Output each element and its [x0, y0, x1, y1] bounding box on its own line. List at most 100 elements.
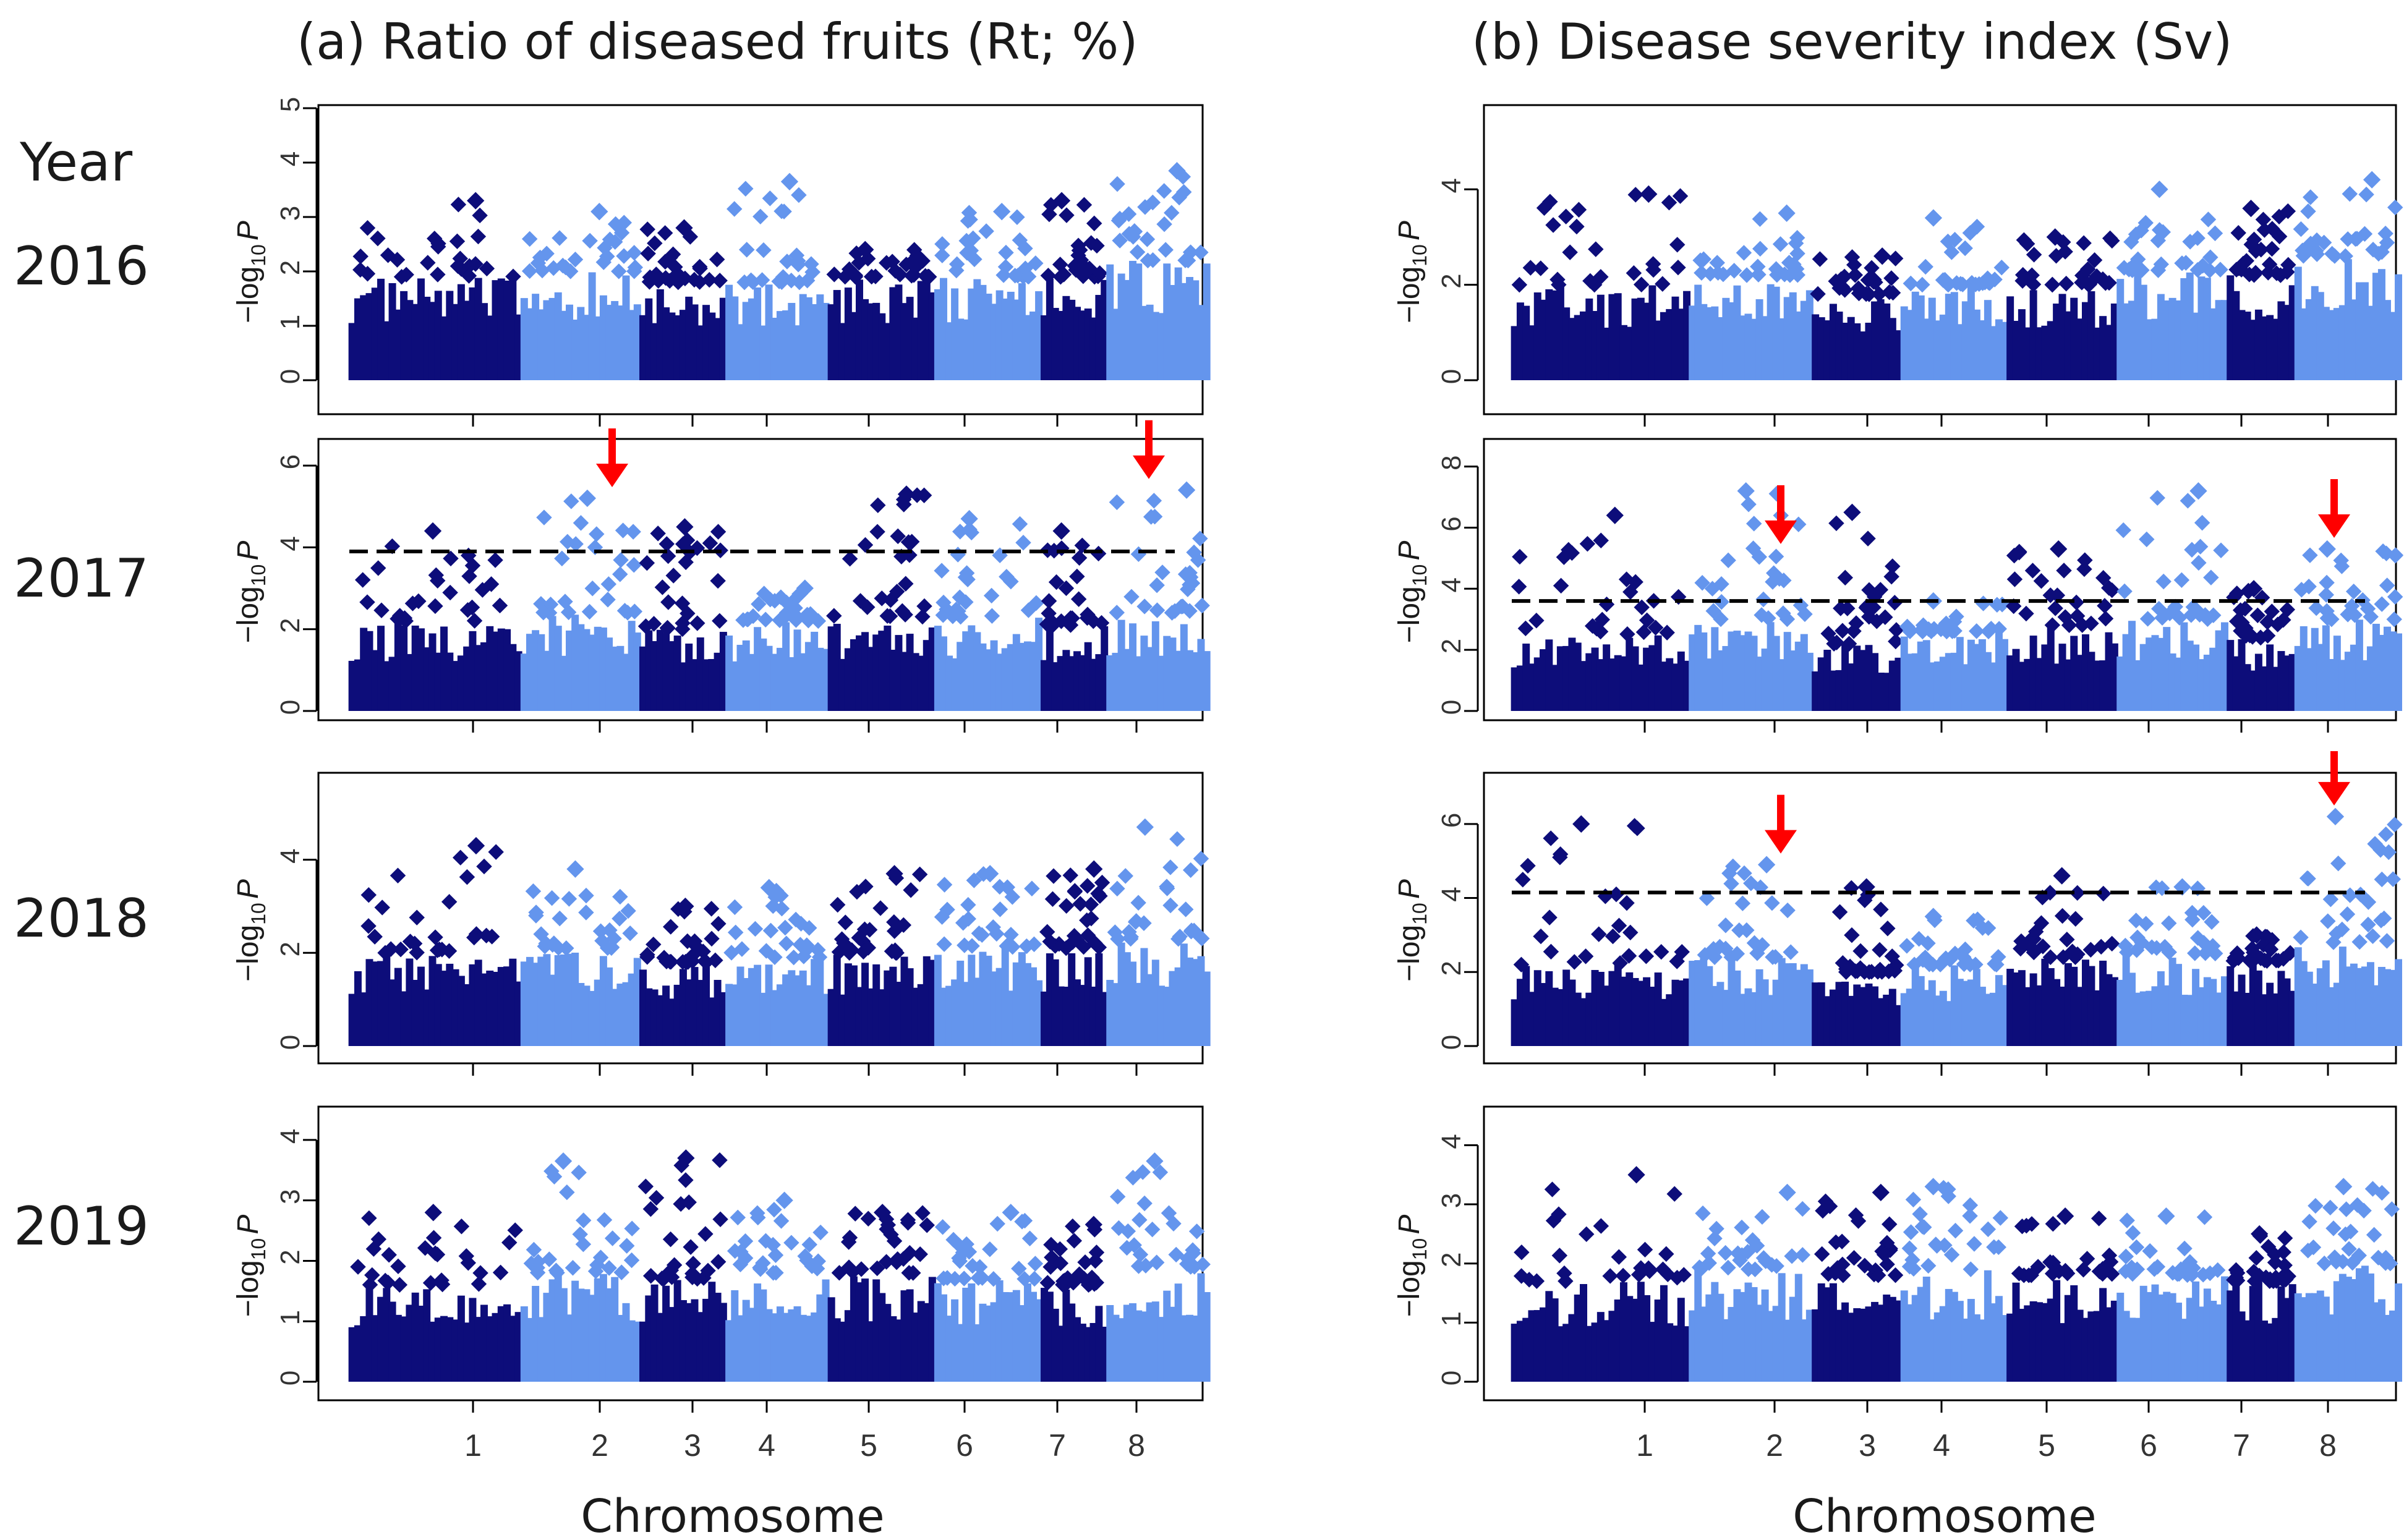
snp-column	[348, 323, 356, 380]
snp-point	[1046, 868, 1062, 884]
snp-column	[394, 968, 402, 1046]
snp-column	[2283, 655, 2291, 711]
snp-column	[923, 277, 931, 380]
snp-column	[2394, 959, 2402, 1046]
snp-point	[2125, 1266, 2141, 1282]
snp-column	[2249, 963, 2257, 1046]
snp-column	[811, 631, 819, 711]
snp-column	[526, 1317, 534, 1382]
snp-point	[637, 1178, 654, 1194]
snp-column	[1001, 298, 1009, 380]
snp-column	[838, 1321, 846, 1382]
arrow-chromosome-8	[2318, 751, 2350, 806]
snp-column	[1694, 960, 1702, 1046]
snp-column	[884, 323, 892, 380]
snp-point	[1593, 532, 1609, 548]
snp-column	[759, 1289, 767, 1382]
snp-point	[1963, 1261, 1979, 1277]
snp-column	[850, 1276, 858, 1382]
snp-column	[1794, 969, 1802, 1046]
snp-column	[1157, 655, 1166, 711]
snp-column	[968, 1283, 976, 1382]
snp-column	[1794, 641, 1802, 711]
snp-column	[1163, 263, 1171, 380]
snp-point	[900, 1215, 916, 1231]
snp-column	[984, 1305, 992, 1382]
snp-column	[411, 979, 419, 1046]
snp-point	[1162, 897, 1179, 914]
snp-column	[1967, 287, 1975, 380]
snp-point	[1149, 602, 1166, 618]
chromosome-5-points	[2006, 228, 2120, 380]
snp-column	[754, 964, 762, 1046]
snp-point	[1511, 579, 1527, 595]
snp-column	[1989, 992, 1997, 1046]
snp-point	[532, 249, 548, 266]
snp-column	[906, 634, 914, 711]
snp-column	[2000, 321, 2008, 380]
snp-peak-point	[1778, 1183, 1796, 1202]
chromosome-7-points	[2225, 926, 2298, 1046]
snp-point	[1831, 904, 1848, 920]
snp-column	[2000, 639, 2008, 711]
snp-point	[536, 509, 552, 525]
snp-column	[1778, 958, 1786, 1046]
snp-column	[1001, 948, 1009, 1046]
snp-column	[951, 1299, 959, 1382]
snp-column	[1700, 632, 1708, 711]
snp-column	[679, 310, 687, 380]
snp-column	[2087, 966, 2095, 1046]
snp-column	[2018, 1309, 2026, 1382]
snp-column	[1939, 1306, 1947, 1382]
snp-column	[1146, 974, 1154, 1046]
snp-column	[2277, 971, 2285, 1046]
snp-column	[1705, 1294, 1713, 1382]
snp-column	[2272, 1317, 2280, 1382]
snp-point	[659, 536, 675, 552]
snp-column	[1522, 305, 1530, 380]
snp-column	[2070, 1285, 2078, 1382]
row-header: Year	[19, 132, 133, 194]
snp-column	[560, 310, 568, 380]
snp-column	[1895, 1005, 1903, 1046]
snp-point	[934, 1219, 951, 1235]
snp-point	[543, 890, 560, 906]
snp-point	[642, 1267, 659, 1284]
plot-frame	[317, 104, 1204, 415]
snp-peak-point	[1843, 503, 1861, 521]
snp-column	[2215, 300, 2223, 380]
snp-point	[1764, 895, 1780, 911]
snp-peak-point	[2150, 181, 2168, 198]
snp-point	[390, 867, 406, 883]
snp-column	[543, 650, 551, 711]
snp-column	[1106, 655, 1114, 711]
snp-column	[1591, 311, 1599, 380]
year-label-2017: 2017	[14, 548, 149, 610]
snp-column	[2006, 969, 2014, 1046]
snp-column	[765, 964, 773, 1046]
snp-column	[1805, 290, 1814, 380]
snp-column	[1783, 963, 1791, 1046]
snp-point	[2139, 531, 2155, 548]
snp-point	[612, 566, 628, 582]
snp-point	[607, 216, 624, 232]
snp-point	[678, 1172, 694, 1188]
snp-column	[388, 1301, 396, 1382]
snp-column	[1603, 644, 1611, 711]
snp-column	[799, 653, 807, 711]
snp-point	[983, 587, 1000, 604]
snp-column	[2243, 1320, 2251, 1382]
snp-column	[1984, 652, 1992, 711]
snp-column	[1018, 1305, 1026, 1382]
snp-column	[2338, 660, 2346, 711]
snp-column	[2053, 1280, 2061, 1382]
snp-column	[560, 1288, 568, 1382]
snp-column	[719, 1303, 727, 1382]
snp-column	[1847, 1312, 1855, 1382]
snp-point	[738, 181, 754, 197]
snp-column	[957, 960, 965, 1046]
y-tick-label: 2	[1436, 1252, 1467, 1267]
snp-column	[1877, 1304, 1885, 1382]
snp-point	[1655, 276, 1671, 292]
